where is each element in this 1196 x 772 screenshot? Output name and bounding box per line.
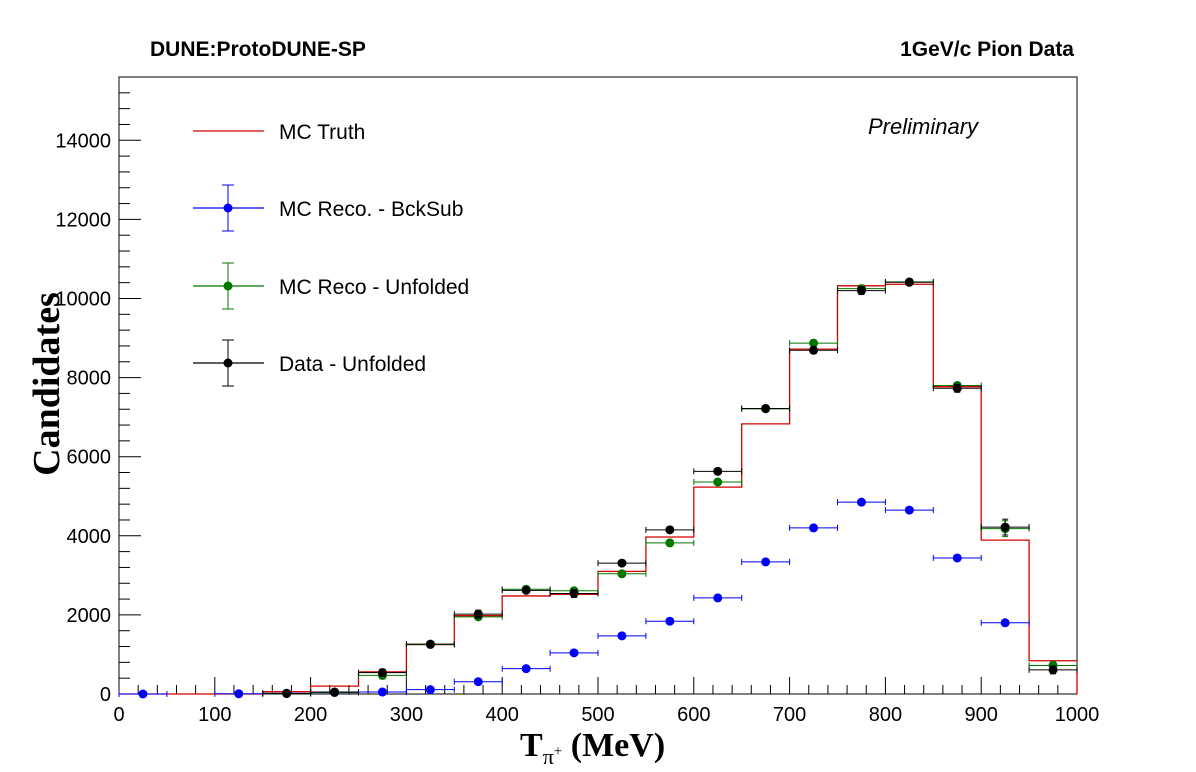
data-point [1000, 522, 1010, 532]
legend-marker [223, 281, 233, 291]
x-tick-label: 500 [581, 704, 614, 726]
data-point [904, 277, 914, 287]
data-point [234, 689, 244, 699]
x-axis-title-main: T [520, 727, 543, 764]
x-tick-label: 1000 [1055, 704, 1100, 726]
preliminary-annotation: Preliminary [868, 114, 980, 139]
legend-entry-1: MC Reco. - BckSub [193, 184, 463, 232]
y-axis-title: Candidates [26, 292, 68, 476]
data-point [138, 689, 148, 699]
series-1 [118, 497, 1078, 699]
y-tick-label: 0 [100, 684, 111, 706]
series-3 [262, 277, 1078, 698]
header-right: 1GeV/c Pion Data [900, 38, 1074, 61]
data-point [330, 687, 340, 697]
y-tick-label: 14000 [55, 130, 111, 152]
x-tick-label: 400 [486, 704, 519, 726]
x-tick-label: 700 [773, 704, 806, 726]
data-point [952, 383, 962, 393]
y-axis: 0 2000 4000 6000 8000 10000 12000 14000 [55, 76, 141, 706]
data-point [665, 525, 675, 535]
data-point [377, 687, 387, 697]
data-point [377, 668, 387, 678]
legend: MC Truth MC Reco. - BckSub MC Reco - Unfol… [193, 121, 469, 387]
x-tick-label: 300 [390, 704, 423, 726]
x-tick-label: 0 [113, 704, 124, 726]
x-tick-label: 100 [198, 704, 231, 726]
data-point [809, 338, 819, 348]
legend-entry-0: MC Truth [193, 121, 365, 144]
legend-label: Data - Unfolded [279, 353, 426, 376]
x-tick-label: 900 [965, 704, 998, 726]
data-point [1000, 618, 1010, 628]
data-point [521, 585, 531, 595]
legend-entry-3: Data - Unfolded [193, 339, 426, 387]
data-point [1048, 665, 1058, 675]
x-axis-title-sub: π+ [542, 743, 563, 769]
data-point [713, 593, 723, 603]
y-tick-label: 8000 [67, 368, 112, 390]
legend-entry-2: MC Reco - Unfolded [193, 262, 469, 310]
y-tick-label: 2000 [67, 605, 112, 627]
legend-marker [223, 203, 233, 213]
x-axis: 0 100 200 300 400 500 600 700 800 900 1000 [113, 677, 1099, 726]
legend-marker [223, 358, 233, 368]
data-point [856, 497, 866, 507]
header-left: DUNE:ProtoDUNE-SP [150, 38, 366, 61]
data-point [665, 616, 675, 626]
x-tick-label: 600 [677, 704, 710, 726]
y-tick-label: 10000 [55, 288, 111, 310]
data-point [713, 466, 723, 476]
data-point [617, 558, 627, 568]
data-point [856, 286, 866, 296]
series-2 [262, 277, 1078, 699]
x-axis-title-unit: (MeV) [562, 727, 666, 764]
data-point [473, 677, 483, 687]
data-point [617, 631, 627, 641]
data-point [569, 589, 579, 599]
data-point [425, 639, 435, 649]
y-tick-label: 4000 [67, 526, 112, 548]
legend-label: MC Reco - Unfolded [279, 276, 469, 299]
x-tick-label: 200 [294, 704, 327, 726]
data-point [473, 609, 483, 619]
x-axis-title: Tπ+ (MeV) [520, 727, 665, 770]
legend-label: MC Reco. - BckSub [279, 198, 463, 221]
step-line-mc-truth [119, 283, 1078, 695]
data-point [809, 523, 819, 533]
legend-label: MC Truth [279, 121, 365, 144]
data-point [761, 557, 771, 567]
y-tick-label: 6000 [67, 447, 112, 469]
data-point [809, 345, 819, 355]
data-point [952, 553, 962, 563]
data-point [425, 685, 435, 695]
data-point [282, 688, 292, 698]
data-point [569, 648, 579, 658]
data-point [521, 664, 531, 674]
series-layer [118, 277, 1078, 699]
data-point [617, 569, 627, 579]
series-0 [119, 283, 1078, 695]
x-axis-title-sup: + [553, 743, 563, 760]
data-point [761, 403, 771, 413]
data-point [665, 538, 675, 548]
data-point [904, 505, 914, 515]
data-point [713, 477, 723, 487]
x-tick-label: 800 [869, 704, 902, 726]
y-tick-label: 12000 [55, 209, 111, 231]
